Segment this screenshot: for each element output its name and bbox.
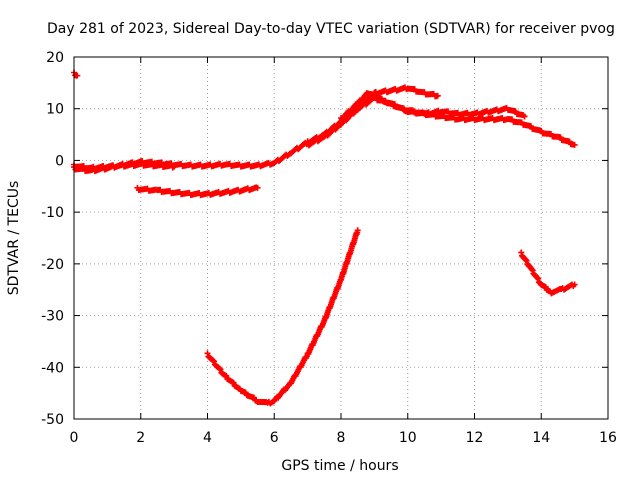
series-mid-branch — [338, 90, 528, 123]
data-point — [204, 350, 211, 357]
series-negative-arc — [134, 184, 261, 199]
data-point — [230, 379, 237, 386]
x-tick-label: 0 — [70, 430, 79, 446]
y-tick-label: -40 — [41, 360, 64, 376]
data-point — [250, 394, 257, 401]
chart-title: Day 281 of 2023, Sidereal Day-to-day VTE… — [47, 21, 615, 37]
y-tick-labels: -50 -40 -30 -20 -10 0 10 20 — [41, 50, 64, 428]
x-tick-label: 6 — [270, 430, 279, 446]
x-tick-label: 10 — [399, 430, 417, 446]
data-point — [521, 113, 528, 120]
y-tick-label: -10 — [41, 205, 64, 221]
data-point — [74, 72, 81, 79]
y-tick-label: -30 — [41, 309, 64, 325]
x-axis-label: GPS time / hours — [281, 458, 398, 474]
y-tick-label: -50 — [41, 412, 64, 428]
x-tick-label: 12 — [466, 430, 484, 446]
y-tick-label: 0 — [55, 153, 64, 169]
x-tick-label: 14 — [532, 430, 550, 446]
data-point — [542, 283, 549, 290]
data-point — [171, 163, 178, 170]
data-point — [254, 184, 261, 191]
x-tick-label: 4 — [203, 430, 212, 446]
series-deep-dip — [204, 227, 361, 407]
data-point — [434, 92, 441, 99]
y-axis-label: SDTVAR / TECUs — [6, 181, 22, 296]
series-lower-flat-branch — [71, 160, 178, 172]
y-tick-label: 20 — [46, 50, 64, 66]
data-point — [571, 141, 578, 148]
y-tick-label: -20 — [41, 257, 64, 273]
series-late-dip — [518, 249, 578, 297]
x-tick-label: 2 — [136, 430, 145, 446]
data-point — [217, 366, 224, 373]
plot-data — [71, 69, 578, 407]
data-point — [242, 389, 249, 396]
y-tick-label: 10 — [46, 102, 64, 118]
series-upper-branch — [304, 84, 441, 149]
data-point — [210, 358, 217, 365]
data-point — [571, 281, 578, 288]
data-point — [223, 372, 230, 379]
ticks — [73, 56, 609, 420]
x-tick-labels: 0 2 4 6 8 10 12 14 16 — [70, 430, 617, 446]
x-tick-label: 16 — [599, 430, 617, 446]
x-tick-label: 8 — [337, 430, 346, 446]
data-point — [354, 227, 361, 234]
